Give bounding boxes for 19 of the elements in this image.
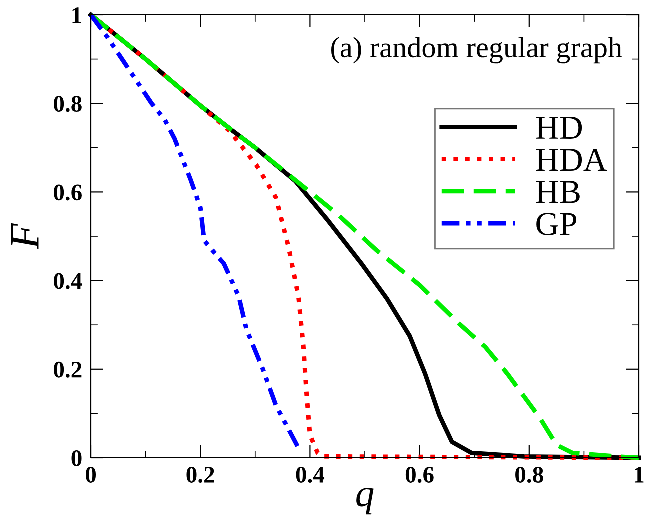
x-tick-label: 1 [634, 467, 644, 483]
x-tick-label: 0.2 [186, 467, 214, 484]
x-tick-label: 0.8 [516, 467, 544, 484]
y-tick-label: 0.2 [54, 362, 82, 378]
legend-label: HD [536, 117, 582, 139]
y-axis-title: F [11, 223, 39, 250]
y-tick-label: 1 [72, 8, 82, 24]
x-tick-label: 0.6 [406, 467, 434, 484]
x-tick-label: 0.4 [296, 467, 325, 484]
legend-label: HB [536, 181, 580, 204]
y-tick-label: 0 [72, 450, 82, 466]
x-axis-title: q [356, 488, 374, 515]
y-tick-label: 0.8 [54, 96, 82, 112]
legend-label: GP [536, 213, 577, 236]
y-tick-label: 0.4 [54, 273, 82, 290]
y-tick-label: 0.6 [54, 184, 82, 201]
x-tick-label: 0 [86, 467, 96, 483]
annotation: (a) random regular graph [332, 37, 622, 64]
legend-label: HDA [536, 148, 608, 172]
